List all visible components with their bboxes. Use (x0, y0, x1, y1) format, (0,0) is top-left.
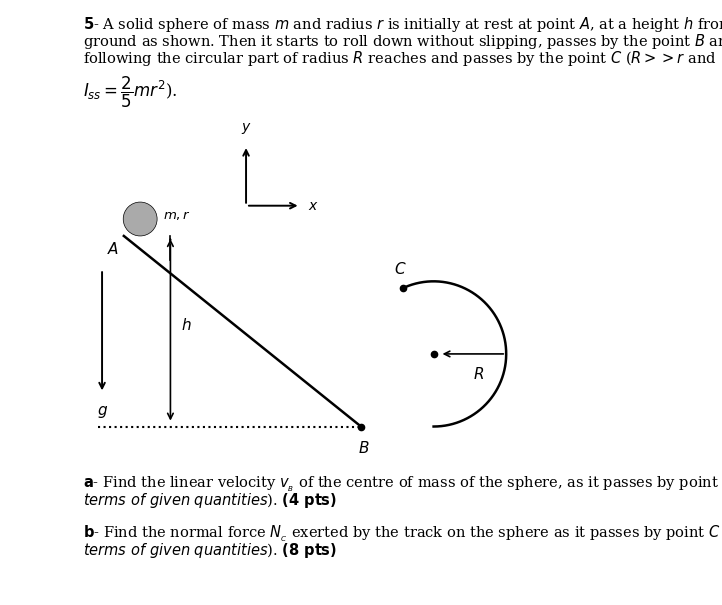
Text: ground as shown. Then it starts to roll down without slipping, passes by the poi: ground as shown. Then it starts to roll … (83, 32, 722, 51)
Circle shape (123, 202, 157, 236)
Text: $\mathbf{a}$- Find the linear velocity $v_{_{B}}$ of the centre of mass of the s: $\mathbf{a}$- Find the linear velocity $… (83, 473, 722, 494)
Text: $\mathbf{5}$- A solid sphere of mass $m$ and radius $r$ is initially at rest at : $\mathbf{5}$- A solid sphere of mass $m$… (83, 15, 722, 34)
Text: $h$: $h$ (181, 317, 192, 333)
Text: following the circular part of radius $R$ reaches and passes by the point $C$ ($: following the circular part of radius $R… (83, 49, 716, 68)
Text: $y$: $y$ (240, 121, 251, 136)
Text: $I_{ss} = \dfrac{2}{5}mr^2$).: $I_{ss} = \dfrac{2}{5}mr^2$). (83, 75, 178, 110)
Text: $g$: $g$ (97, 404, 108, 420)
Text: $\mathbf{b}$- Find the normal force $N_{_C}$ exerted by the track on the sphere : $\mathbf{b}$- Find the normal force $N_{… (83, 523, 722, 544)
Text: $C$: $C$ (393, 261, 406, 277)
Text: $m,r$: $m,r$ (163, 209, 191, 223)
Text: $R$: $R$ (473, 366, 484, 382)
Text: $B$: $B$ (358, 440, 370, 456)
Text: $terms$ $of$ $given$ $quantities$). $\mathbf{(4\ pts)}$: $terms$ $of$ $given$ $quantities$). $\ma… (83, 491, 336, 510)
Text: $terms$ $of$ $given$ $quantities$). $\mathbf{(8\ pts)}$: $terms$ $of$ $given$ $quantities$). $\ma… (83, 541, 336, 560)
Text: $A$: $A$ (107, 241, 119, 257)
Text: $x$: $x$ (308, 198, 318, 213)
